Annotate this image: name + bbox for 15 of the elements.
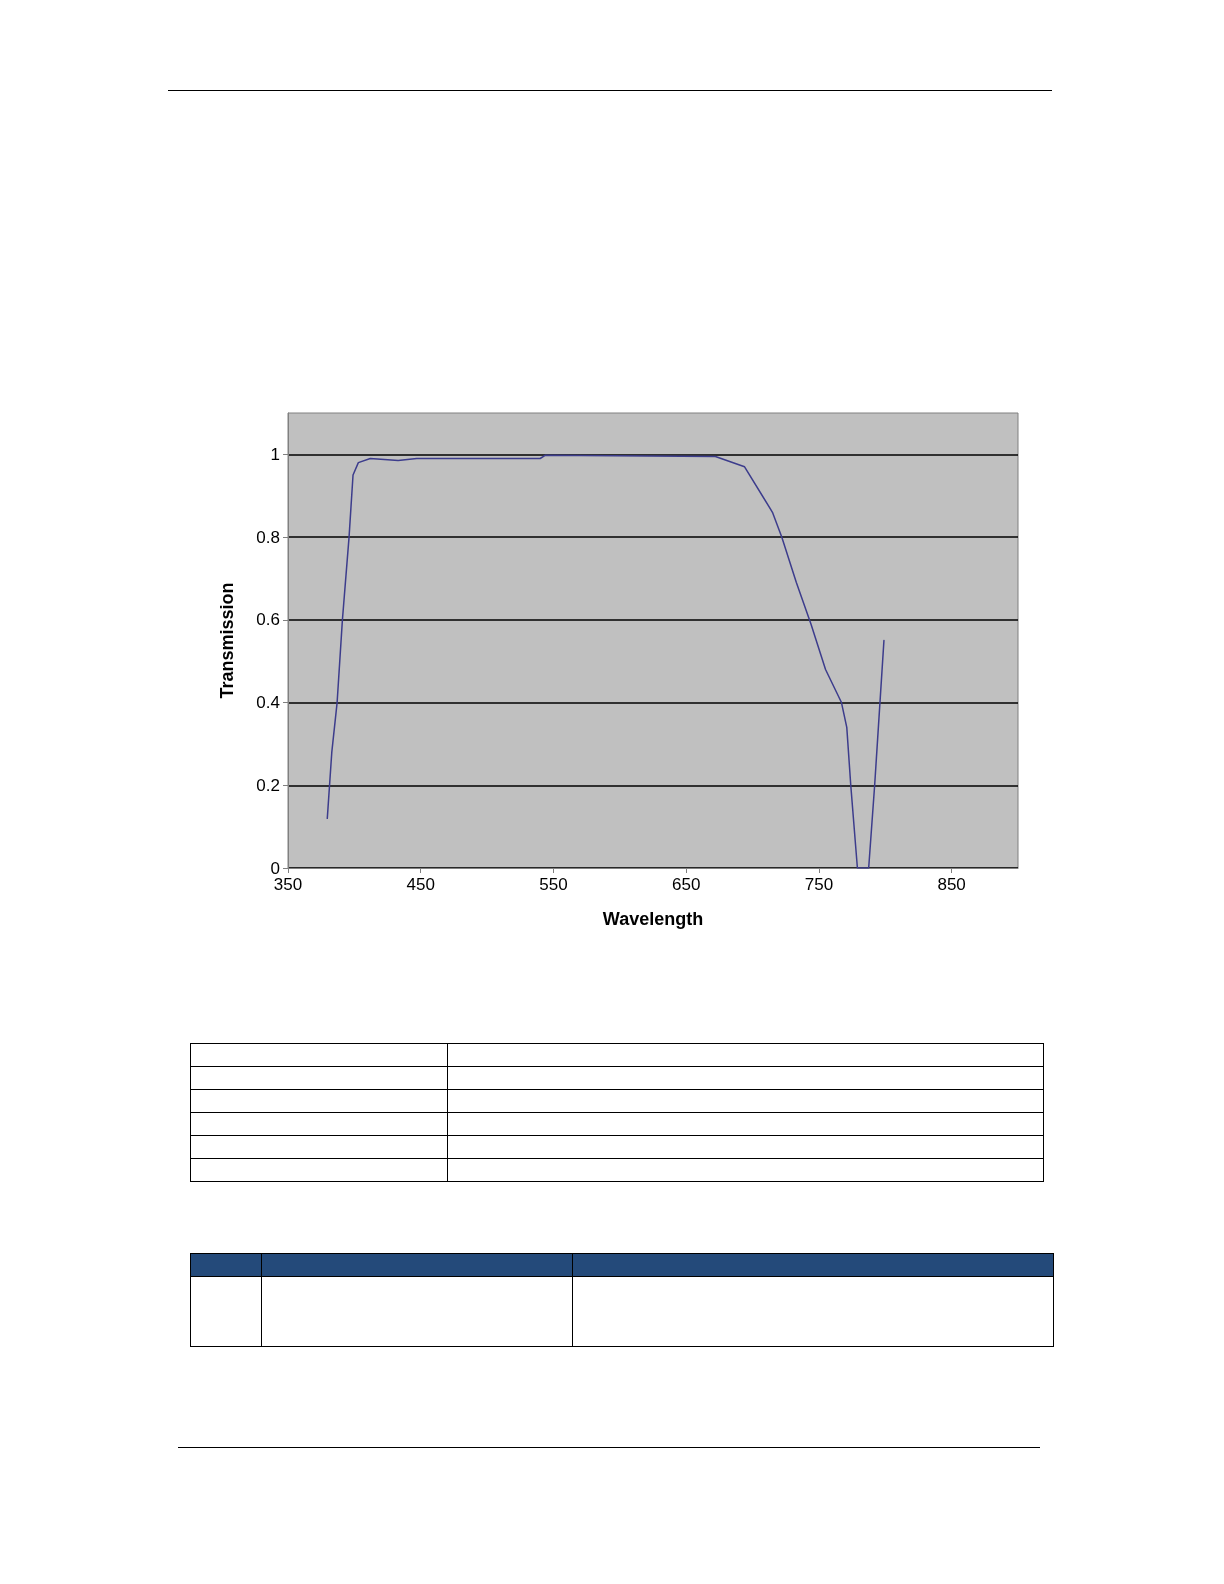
- x-tick-label: 850: [937, 875, 966, 894]
- y-tick-label: 0.2: [256, 775, 280, 795]
- y-tick-label: 0.8: [256, 527, 280, 547]
- x-tick-label: 450: [406, 875, 435, 894]
- y-axis-title: Transmission: [217, 582, 237, 699]
- y-tick-label: 0: [270, 858, 280, 878]
- x-tick-label: 550: [539, 875, 568, 894]
- x-tick-label: 350: [273, 875, 303, 894]
- x-axis-title: Wavelength: [602, 909, 704, 929]
- line-series: [326, 454, 885, 869]
- x-tick-label: 750: [804, 875, 834, 894]
- x-tick-label: 650: [671, 875, 701, 894]
- y-tick-label: 0.6: [256, 610, 280, 630]
- y-tick-label: 1: [270, 444, 280, 464]
- y-tick-label: 0.4: [256, 693, 280, 713]
